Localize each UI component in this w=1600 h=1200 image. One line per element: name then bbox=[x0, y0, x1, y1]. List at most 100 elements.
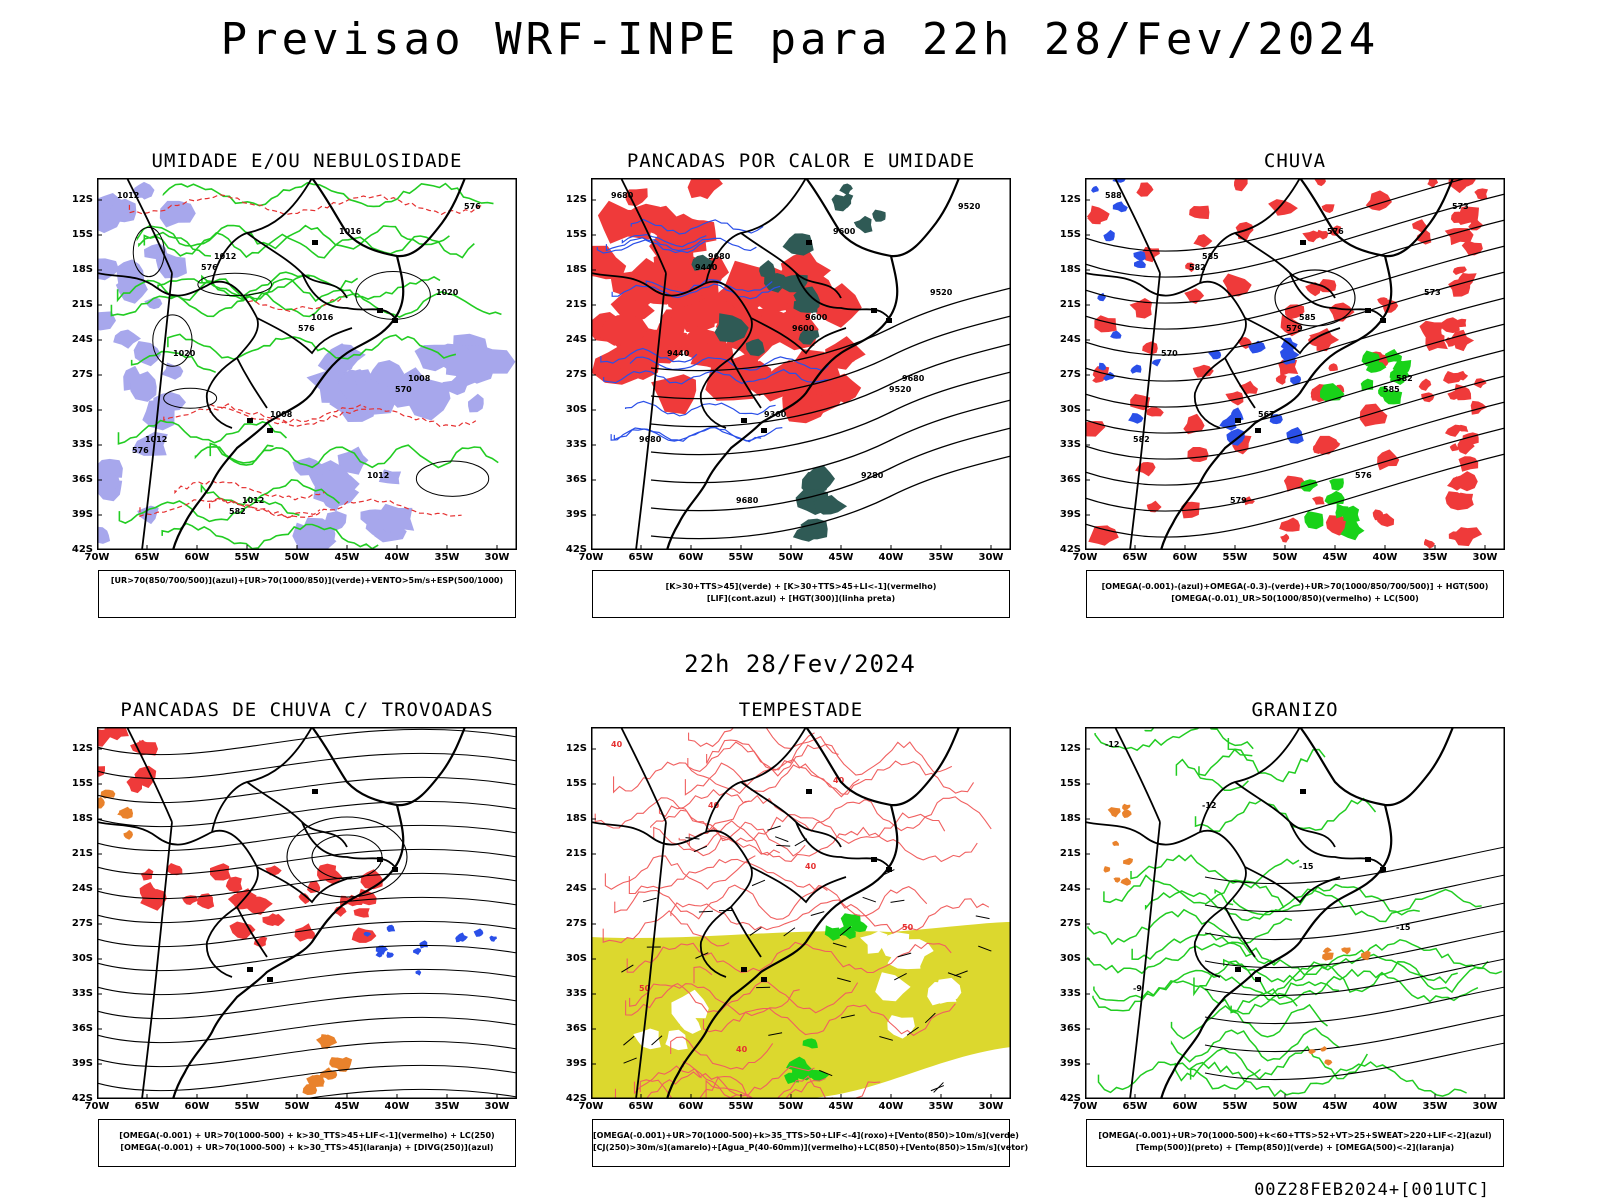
omega-strong-area bbox=[1390, 372, 1405, 385]
streamline-250 bbox=[97, 872, 517, 900]
panel-title: CHUVA bbox=[1263, 150, 1327, 172]
omega-500-area bbox=[1361, 950, 1371, 961]
wind-850-area bbox=[849, 920, 868, 933]
convective-k-tts-area bbox=[853, 215, 873, 234]
omega-ur50-area bbox=[1317, 229, 1329, 240]
streamline-250 bbox=[97, 920, 517, 948]
height-500-contour bbox=[1085, 349, 1505, 434]
weather-map: 1012101210161008101210121016102010201008… bbox=[97, 178, 517, 550]
wind-850-vector bbox=[623, 1035, 635, 1046]
contour-label: 9680 bbox=[639, 435, 662, 444]
jet-250-gap bbox=[860, 931, 888, 954]
map-content: -12-12-15-15-9 bbox=[1085, 727, 1505, 1099]
omega-strong-area bbox=[1300, 479, 1318, 492]
wind-850-vector bbox=[698, 910, 713, 913]
storm-layer bbox=[591, 727, 1011, 1099]
thunderstorm-li-area bbox=[294, 923, 316, 942]
latitude-label: 30S bbox=[1059, 953, 1081, 964]
convective-li-area bbox=[655, 316, 686, 353]
temperature-500-contour bbox=[1204, 986, 1505, 1025]
contour-label: 573 bbox=[1424, 288, 1441, 297]
latitude-label: 36S bbox=[71, 1023, 93, 1034]
precipitable-water-contour bbox=[693, 966, 713, 984]
longitude-label: 30W bbox=[1472, 1101, 1498, 1112]
temperature-500-contour bbox=[1204, 874, 1505, 913]
omega-500-area bbox=[1113, 877, 1121, 883]
longitude-label: 50W bbox=[284, 1101, 310, 1112]
humidity-1000-850-contour bbox=[118, 499, 300, 524]
temperature-850-contour bbox=[1193, 960, 1489, 997]
longitude-label: 35W bbox=[434, 1101, 460, 1112]
omega-ur50-area bbox=[1458, 424, 1469, 432]
omega-ur50-area bbox=[1455, 178, 1476, 189]
omega-weak-area bbox=[1279, 347, 1300, 362]
streamline-250 bbox=[97, 1040, 517, 1068]
thunderstorm-k-tts-area bbox=[334, 1056, 353, 1072]
weather-map: 588 585 585 582 582 579 576 573 570 567 576 573 582 5… bbox=[1085, 178, 1505, 550]
wind-850-vector bbox=[890, 899, 905, 903]
height-300-contour bbox=[650, 399, 1011, 484]
map-frame bbox=[591, 178, 1011, 550]
omega-500-area bbox=[1121, 809, 1132, 818]
longitude-label: 55W bbox=[728, 1101, 754, 1112]
wind-850-vector bbox=[642, 897, 657, 903]
longitude-label: 30W bbox=[978, 552, 1004, 563]
thunderstorm-li-area bbox=[353, 908, 370, 918]
precipitable-water-contour bbox=[604, 855, 756, 890]
streamline-250 bbox=[297, 1088, 517, 1099]
streamline-250 bbox=[286, 816, 408, 898]
wind-850-vector bbox=[837, 977, 851, 983]
precipitable-water-contour bbox=[629, 981, 859, 1014]
omega-ur50-area bbox=[1312, 435, 1340, 455]
omega-500-area bbox=[1103, 866, 1111, 873]
omega-ur50-area bbox=[1314, 178, 1326, 187]
convective-li-area bbox=[591, 245, 627, 280]
wind-850-vector bbox=[783, 927, 796, 937]
latitude-label: 12S bbox=[1059, 743, 1081, 754]
contour-label: 50 bbox=[902, 923, 914, 932]
humidity-850-500-area bbox=[133, 341, 162, 367]
temperature-850-contour bbox=[1222, 949, 1458, 985]
contour-label: 9520 bbox=[958, 202, 981, 211]
latitude-label: 30S bbox=[565, 953, 587, 964]
lake-marker bbox=[1255, 977, 1261, 982]
latitude-label: 21S bbox=[1059, 299, 1081, 310]
contour-label: 588 bbox=[1105, 191, 1122, 200]
thickness-contour bbox=[209, 403, 367, 424]
latitude-label: 33S bbox=[71, 439, 93, 450]
contour-label: 40 bbox=[805, 862, 817, 871]
latitude-label: 39S bbox=[71, 509, 93, 520]
lake-marker bbox=[377, 857, 383, 862]
longitude-label: 50W bbox=[1272, 1101, 1298, 1112]
contour-label: 50 bbox=[639, 984, 651, 993]
thunderstorm-li-area bbox=[307, 880, 321, 894]
thunderstorm-li-area bbox=[138, 740, 158, 756]
lake-marker bbox=[1380, 867, 1386, 872]
political-borders bbox=[591, 178, 890, 550]
convective-li-area bbox=[625, 188, 648, 207]
lake-marker bbox=[871, 308, 877, 313]
omega-strong-area bbox=[1340, 520, 1365, 541]
wind-850-vector bbox=[768, 1032, 783, 1036]
latitude-label: 39S bbox=[565, 509, 587, 520]
humidity-850-500-area bbox=[132, 181, 155, 200]
temperature-850-contour bbox=[1230, 987, 1298, 1014]
omega-ur50-area bbox=[1412, 219, 1428, 233]
lifted-index-contour bbox=[621, 233, 707, 248]
omega-strong-area bbox=[1378, 386, 1393, 399]
legend-line: [Temp(500)](preto) + [Temp(850)](verde) … bbox=[1135, 1143, 1455, 1152]
thickness-contour bbox=[128, 193, 484, 216]
legend-line: [UR>70(850/700/500)](azul)+[UR>70(1000/8… bbox=[110, 576, 504, 585]
precipitable-water-contour bbox=[633, 1065, 815, 1099]
contour-label: 576 bbox=[201, 263, 218, 272]
longitude-label: 40W bbox=[878, 1101, 904, 1112]
temperature-850-contour bbox=[1131, 932, 1277, 965]
panel-title: UMIDADE E/OU NEBULOSIDADE bbox=[151, 150, 463, 172]
convective-k-tts-area bbox=[840, 193, 854, 208]
omega-ur50-area bbox=[1455, 370, 1469, 381]
lake-marker bbox=[312, 240, 318, 245]
thunderstorm-k-tts-area bbox=[118, 806, 133, 819]
contour-label: 573 bbox=[1452, 202, 1469, 211]
latitude-label: 33S bbox=[1059, 439, 1081, 450]
omega-weak-area bbox=[1103, 229, 1115, 242]
